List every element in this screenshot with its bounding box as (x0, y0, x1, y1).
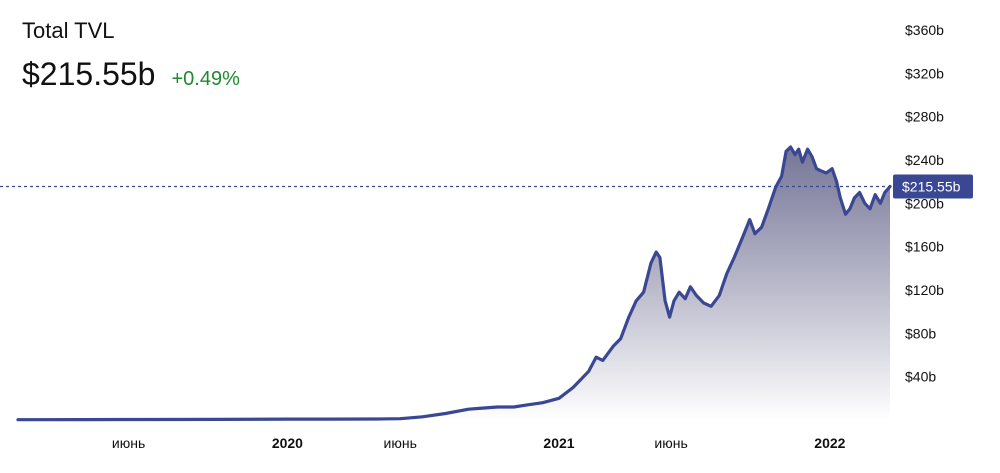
current-value-marker: $215.55b (893, 174, 973, 199)
chart-header: Total TVL $215.55b +0.49% (22, 18, 240, 93)
x-tick-label: 2022 (814, 435, 845, 451)
current-value-marker-bg (893, 174, 973, 199)
y-tick-label: $240b (905, 152, 944, 168)
change-percent: +0.49% (171, 68, 240, 90)
chart-title: Total TVL (22, 18, 115, 43)
y-tick-label: $120b (905, 282, 944, 298)
x-tick-label: июнь (384, 435, 417, 451)
current-value-marker-label: $215.55b (902, 178, 961, 194)
y-axis: $40b $80b $120b $160b $200b $240b $280b $320b $3… (905, 22, 944, 385)
y-tick-label: $200b (905, 195, 944, 211)
tvl-line (16, 145, 892, 422)
y-tick-label: $80b (905, 325, 936, 341)
y-tick-label: $320b (905, 65, 944, 81)
value-row: $215.55b +0.49% (22, 56, 240, 93)
tvl-area (18, 147, 890, 420)
current-value: $215.55b (22, 56, 156, 92)
x-tick-label: 2021 (543, 435, 574, 451)
y-tick-label: $40b (905, 369, 936, 385)
y-tick-label: $160b (905, 239, 944, 255)
x-tick-label: 2020 (272, 435, 303, 451)
x-tick-label: июнь (654, 435, 687, 451)
x-axis: июнь 2020 июнь 2021 июнь 2022 (112, 435, 846, 451)
y-tick-label: $280b (905, 109, 944, 125)
x-tick-label: июнь (112, 435, 145, 451)
y-tick-label: $360b (905, 22, 944, 38)
